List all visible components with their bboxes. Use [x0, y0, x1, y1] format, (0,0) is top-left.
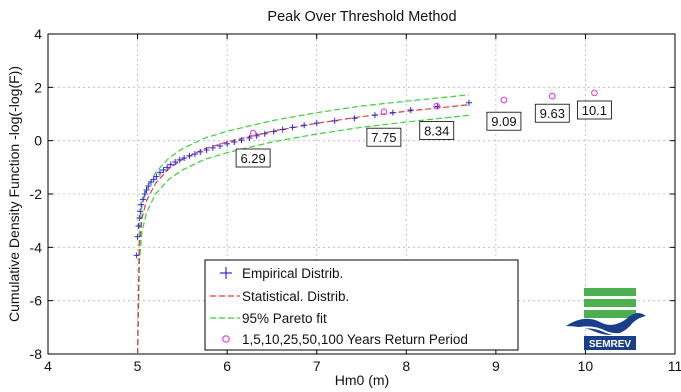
empirical-point — [216, 143, 223, 149]
y-tick-label: -8 — [30, 346, 43, 362]
y-tick-label: 2 — [34, 79, 42, 95]
empirical-point — [156, 169, 163, 176]
empirical-point — [136, 215, 143, 221]
y-tick-label: -6 — [30, 293, 43, 309]
return-period-label: 9.09 — [491, 114, 516, 129]
empirical-point — [133, 252, 140, 259]
empirical-point — [331, 117, 338, 124]
y-axis: -8 -6 -4 -2 0 2 4 — [30, 26, 675, 362]
empirical-point — [203, 147, 210, 153]
x-tick-label: 11 — [668, 358, 681, 374]
return-period-label: 10.1 — [582, 103, 607, 118]
empirical-point — [389, 109, 396, 116]
empirical-point — [172, 159, 179, 165]
return-period-label-box — [419, 121, 455, 140]
empirical-point — [135, 223, 142, 229]
return-period-label-box — [486, 111, 522, 131]
return-period-point — [591, 89, 598, 97]
return-period-label: 8.34 — [424, 124, 449, 139]
empirical-point — [186, 152, 193, 159]
y-tick-label: 4 — [34, 26, 42, 42]
empirical-point — [176, 156, 183, 163]
legend-box — [204, 259, 519, 351]
return-period-point — [548, 92, 556, 100]
empirical-point — [465, 99, 472, 106]
empirical-point — [137, 208, 144, 215]
x-tick-label: 7 — [313, 358, 321, 374]
legend-label-empirical: Empirical Distrib. — [242, 266, 343, 281]
empirical-point — [224, 140, 231, 147]
empirical-point — [246, 135, 253, 141]
logo-text: SEMREV — [589, 339, 632, 350]
series-layer — [133, 89, 598, 355]
empirical-point — [143, 187, 150, 193]
empirical-point — [150, 176, 157, 183]
empirical-point — [371, 112, 378, 119]
legend-label-return-period: 1,5,10,25,50,100 Years Return Period — [242, 332, 468, 347]
x-tick-label: 5 — [134, 358, 142, 374]
x-axis: 4 5 6 7 8 9 10 11 — [44, 34, 681, 374]
legend-label-pareto: 95% Pareto fit — [242, 311, 327, 326]
empirical-point — [197, 148, 204, 155]
return-period-label-box — [366, 127, 402, 147]
empirical-point — [134, 233, 141, 240]
return-period-label: 6.29 — [240, 151, 265, 166]
chart-title: Peak Over Threshold Method — [267, 9, 456, 25]
return-period-label: 7.75 — [371, 130, 396, 145]
return-period-label-box — [534, 103, 570, 123]
empirical-point — [279, 126, 286, 133]
return-period-point — [433, 102, 441, 110]
empirical-point — [153, 173, 160, 180]
y-tick-label: -4 — [30, 239, 43, 255]
legend-marker-return-period — [222, 335, 230, 343]
y-tick-label: 0 — [34, 133, 42, 149]
x-tick-label: 8 — [402, 358, 410, 374]
y-tick-label: -2 — [30, 186, 43, 202]
x-axis-label: Hm0 (m) — [335, 372, 389, 388]
legend: Empirical Distrib. Statistical. Distrib.… — [204, 259, 519, 351]
empirical-point — [191, 151, 198, 157]
empirical-point — [145, 183, 152, 189]
empirical-point — [407, 107, 414, 113]
return-period-label: 9.63 — [540, 106, 565, 121]
empirical-point — [164, 164, 171, 171]
return-period-point — [380, 108, 388, 116]
empirical-point — [289, 124, 296, 131]
empirical-point — [270, 128, 277, 135]
legend-label-statistical: Statistical. Distrib. — [242, 289, 349, 304]
empirical-point — [238, 137, 245, 144]
x-tick-label: 9 — [492, 358, 500, 374]
empirical-point — [160, 167, 167, 173]
return-period-label-box — [576, 100, 612, 120]
x-tick-label: 10 — [578, 358, 594, 374]
empirical-point — [209, 144, 216, 151]
return-period-labels: 6.29 7.75 8.34 9.09 9.63 10.1 — [235, 100, 612, 168]
semrev-logo: SEMREV — [566, 288, 646, 350]
empirical-point — [231, 139, 238, 145]
empirical-point — [138, 201, 145, 208]
pareto-lower-bound — [137, 114, 470, 355]
empirical-point — [139, 196, 146, 203]
legend-marker-empirical — [220, 267, 232, 279]
empirical-point — [141, 191, 148, 197]
empirical-point — [167, 161, 174, 168]
empirical-point — [301, 122, 308, 129]
y-axis-label: Cumulative Density Function -log(-log(F)… — [6, 66, 22, 322]
return-period-label-box — [235, 148, 271, 168]
x-tick-label: 4 — [44, 358, 52, 374]
return-period-point — [249, 129, 257, 137]
empirical-point — [181, 155, 188, 161]
return-period-point — [500, 96, 508, 104]
empirical-point — [313, 120, 320, 127]
empirical-point — [148, 179, 155, 185]
empirical-point — [351, 115, 358, 122]
x-tick-label: 6 — [223, 358, 231, 374]
pareto-upper-bound — [137, 94, 470, 355]
empirical-point — [261, 130, 268, 137]
